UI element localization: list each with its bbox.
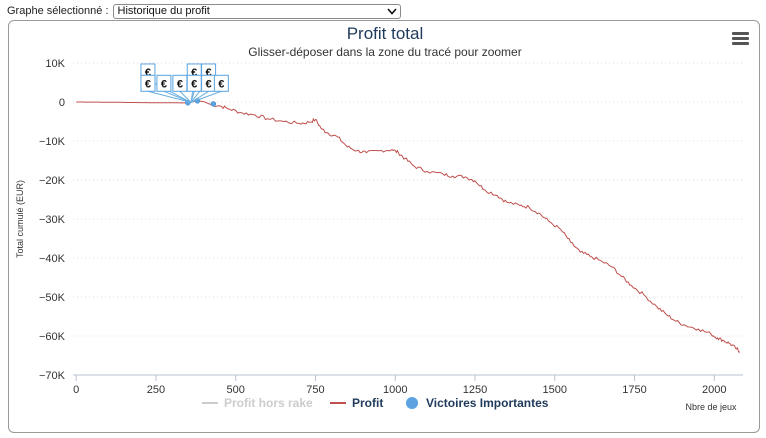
x-tick-label: 250 [147,384,165,396]
legend-item[interactable]: Victoires Importantes [406,396,549,410]
y-tick-label: −70K [39,370,66,382]
euro-flag-icon[interactable] [156,74,172,92]
euro-flag-symbol: € [145,78,151,90]
euro-flag-symbol: € [206,67,212,79]
euro-flag-symbol: € [145,67,151,79]
x-axis-title: Nbre de jeux [685,402,737,412]
graph-select[interactable]: Historique du profit [112,3,401,19]
legend-item[interactable]: Profit hors rake [202,396,313,410]
euro-flag-icon[interactable] [213,74,229,92]
y-tick-label: 0 [59,97,65,109]
legend-label: Profit hors rake [224,396,313,410]
x-tick-label: 2000 [702,384,726,396]
chevron-down-icon [386,7,397,15]
graph-select-value: Historique du profit [117,5,210,17]
big-win-marker[interactable] [210,101,217,107]
x-tick-label: 500 [227,384,245,396]
chart-menu-hamburger-icon[interactable] [732,32,749,46]
legend-item[interactable]: Profit [330,396,383,410]
euro-flag-symbol: € [218,78,224,90]
flag-connector-line [179,90,192,103]
graph-selector-bar: Graphe sélectionné : Historique du profi… [7,3,401,19]
euro-flag-symbol: € [206,78,212,90]
chart-panel: Profit total Glisser-déposer dans la zone… [8,20,760,433]
chart-title: Profit total [347,24,424,43]
flag-connector-line [163,90,192,103]
x-tick-label: 1000 [383,384,407,396]
x-tick-label: 1500 [543,384,567,396]
flag-connector-line [190,91,195,103]
euro-flag-symbol: € [177,78,183,90]
chart-subtitle: Glisser-déposer dans la zone du tracé po… [248,45,521,59]
x-tick-label: 750 [306,384,324,396]
euro-flag-icon[interactable] [140,74,156,92]
profit-chart[interactable]: Profit total Glisser-déposer dans la zone… [9,21,760,433]
y-tick-label: −10K [39,136,66,148]
y-tick-label: −50K [39,292,66,304]
flag-connector-line [190,90,222,103]
euro-flag-symbol: € [191,78,197,90]
legend-marker-icon [406,397,418,409]
y-tick-label: −40K [39,253,66,265]
flag-connector-line [147,90,192,103]
x-tick-label: 1250 [463,384,487,396]
legend-label: Profit [352,396,383,410]
profit-series-line[interactable] [76,100,741,353]
y-tick-label: −30K [39,214,66,226]
x-tick-label: 0 [73,384,79,396]
x-tick-label: 1750 [622,384,646,396]
flag-connector-line [190,90,209,103]
y-tick-label: −60K [39,331,66,343]
y-axis-title: Total cumulé (EUR) [15,180,25,258]
graph-selector-label: Graphe sélectionné : [7,5,109,17]
y-tick-label: 10K [45,58,65,70]
y-tick-label: −20K [39,175,66,187]
euro-flag-symbol: € [161,78,167,90]
euro-flag-symbol: € [191,67,197,79]
legend-label: Victoires Importantes [426,396,549,410]
